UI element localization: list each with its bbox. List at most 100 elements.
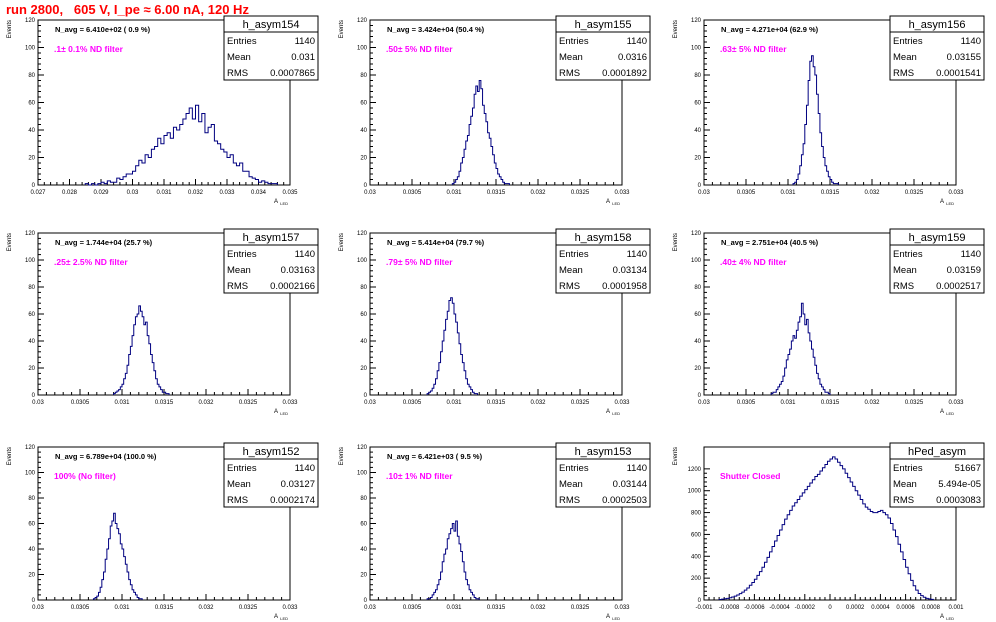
stats-label: RMS [559,68,580,79]
stats-label: RMS [227,281,248,292]
y-tick-label: 120 [357,231,368,237]
stats-value: 0.0003083 [936,495,981,506]
y-tick-label: 0 [698,598,702,604]
x-tick-label: 0.032 [530,190,546,196]
x-tick-label: 0.033 [948,190,964,196]
x-tick-label: 0.032 [530,605,546,611]
x-tick-label: -0.0008 [719,605,740,611]
x-tick-label: 0.031 [114,605,130,611]
stats-label: RMS [227,68,248,79]
x-tick-label: 0.0325 [905,190,924,196]
y-tick-label: 100 [691,258,702,264]
stats-value: 0.0001958 [602,281,647,292]
n-avg-label: N_avg = 5.414e+04 (79.7 %) [387,238,485,247]
stats-value: 0.0001541 [936,68,981,79]
y-tick-label: 80 [28,285,35,291]
histogram-line [792,55,839,185]
stats-box [555,244,651,294]
y-tick-label: 800 [691,511,702,517]
x-tick-label: 0.03 [32,605,44,611]
x-tick-label: 0.03 [698,190,710,196]
histogram-line [770,302,831,395]
y-tick-label: 40 [28,339,35,345]
x-tick-label: 0.033 [614,400,630,406]
x-axis-title-subscript: LED [946,201,954,206]
filter-annotation: .25± 2.5% ND filter [54,257,128,267]
x-axis-title: A [274,409,278,415]
stats-title: hPed_asym [908,446,966,458]
stats-value: 1140 [961,249,981,260]
histogram-line [718,456,934,600]
x-tick-label: 0.0305 [737,400,756,406]
stats-box [889,244,985,294]
y-tick-label: 100 [25,46,36,52]
y-tick-label: 120 [691,231,702,237]
y-tick-label: 40 [28,547,35,553]
y-axis-title: Events [339,233,345,251]
x-tick-label: 0.033 [948,400,964,406]
x-tick-label: 0.0325 [571,400,590,406]
x-tick-label: 0.032 [530,400,546,406]
stats-title: h_asym157 [243,232,300,244]
stats-label: Entries [559,36,589,47]
stats-label: Entries [227,249,257,260]
stats-value: 1140 [295,249,315,260]
histogram-line [451,80,510,185]
stats-box [223,244,319,294]
stats-box [555,31,651,81]
stats-value: 0.03159 [947,265,981,276]
x-tick-label: 0.03 [698,400,710,406]
x-axis-title: A [606,409,610,415]
x-tick-label: 0.029 [93,190,109,196]
x-axis-title: A [940,614,944,620]
x-tick-label: 0.031 [780,190,796,196]
stats-label: RMS [893,281,914,292]
y-tick-label: 0 [32,598,36,604]
y-tick-label: 100 [25,471,36,477]
histogram-line [84,104,278,186]
x-tick-label: 0.0315 [821,400,840,406]
filter-annotation: .40± 4% ND filter [720,257,787,267]
stats-label: Entries [227,463,257,474]
filter-annotation: .10± 1% ND filter [386,471,453,481]
stats-title: h_asym154 [243,19,300,31]
y-tick-label: 80 [28,73,35,79]
filter-annotation: .79± 5% ND filter [386,257,453,267]
y-tick-label: 100 [25,258,36,264]
y-axis-title: Events [7,233,13,251]
stats-value: 0.03144 [613,479,647,490]
x-tick-label: 0.0305 [403,400,422,406]
y-tick-label: 80 [360,496,367,502]
x-tick-label: 0.033 [282,400,298,406]
x-tick-label: 0.0325 [239,605,258,611]
x-tick-label: 0.031 [780,400,796,406]
n-avg-label: N_avg = 6.421e+03 ( 9.5 %) [387,452,483,461]
x-tick-label: 0.032 [864,190,880,196]
x-tick-label: 0.031 [446,400,462,406]
x-tick-label: 0.0315 [487,605,506,611]
filter-annotation: .1± 0.1% ND filter [54,44,124,54]
y-axis-title: Events [7,20,13,38]
stats-title: h_asym156 [909,19,966,31]
y-tick-label: 20 [28,156,35,162]
y-tick-label: 40 [694,128,701,134]
stats-value: 0.0002166 [270,281,315,292]
x-tick-label: 0.033 [614,190,630,196]
y-tick-label: 80 [28,496,35,502]
y-tick-label: 40 [694,339,701,345]
y-tick-label: 40 [28,128,35,134]
n-avg-label: N_avg = 3.424e+04 (50.4 %) [387,25,485,34]
x-tick-label: 0.0315 [487,400,506,406]
stats-box [889,458,985,508]
histogram-line [426,297,479,395]
y-tick-label: 20 [360,366,367,372]
stats-label: Entries [227,36,257,47]
histogram-pad-h_asym157: 0.03 0.0305 0.031 0.0315 0.032 0.0325 0.033 0 20… [7,228,319,416]
stats-value: 1140 [295,36,315,47]
x-tick-label: 0.03 [364,190,376,196]
x-tick-label: 0.0325 [905,400,924,406]
x-axis-title: A [274,614,278,620]
x-axis-title-subscript: LED [946,411,954,416]
y-tick-label: 120 [357,18,368,24]
stats-label: Mean [893,265,917,276]
